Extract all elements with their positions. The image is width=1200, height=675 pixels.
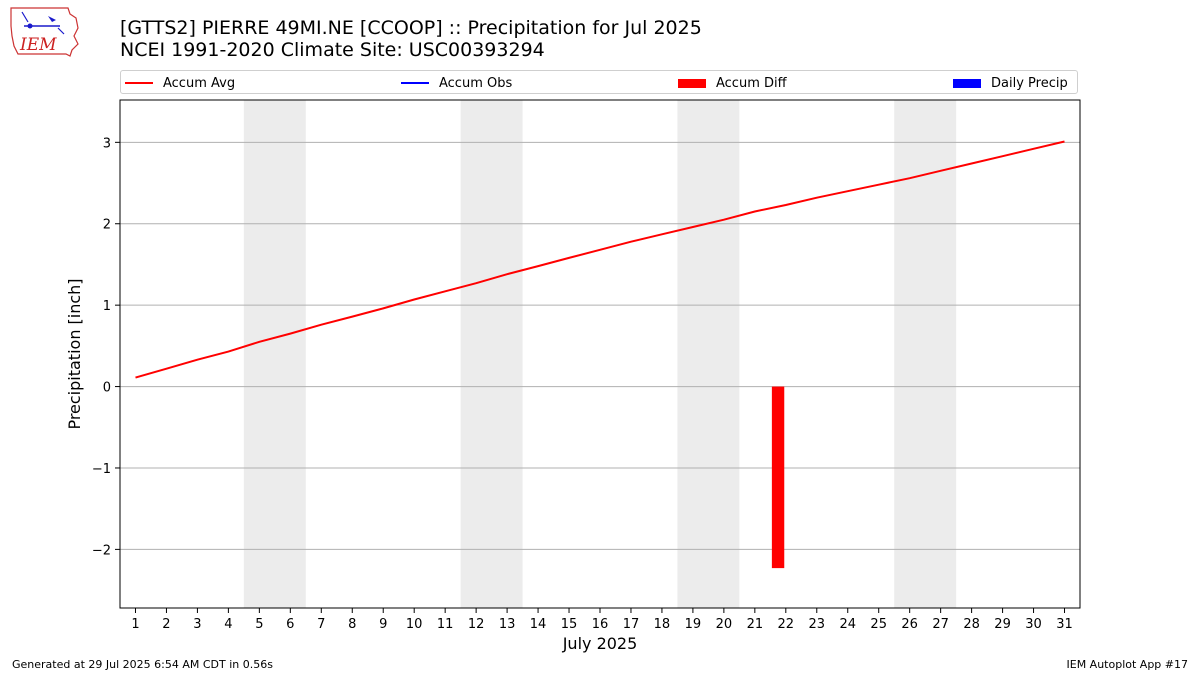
x-tick-label: 14	[530, 617, 547, 632]
x-tick-label: 22	[778, 617, 795, 632]
x-tick-label: 21	[747, 617, 764, 632]
chart-title: [GTTS2] PIERRE 49MI.NE [CCOOP] :: Precip…	[120, 17, 702, 61]
x-tick-label: 23	[809, 617, 826, 632]
accum-diff-bar	[771, 386, 785, 569]
legend-key-daily-precip	[953, 78, 981, 88]
x-tick-label: 5	[255, 617, 263, 632]
weekend-band	[460, 100, 523, 608]
legend-item-accum-diff: Accum Diff	[678, 74, 787, 92]
title-line-2: NCEI 1991-2020 Climate Site: USC00393294	[120, 39, 545, 61]
y-tick-label: 0	[103, 381, 111, 396]
legend-label: Accum Avg	[163, 75, 236, 91]
x-tick-label: 2	[162, 617, 170, 632]
x-tick-label: 13	[499, 617, 516, 632]
x-tick-label: 26	[901, 617, 918, 632]
x-tick-label: 18	[654, 617, 671, 632]
x-tick-label: 31	[1056, 617, 1073, 632]
weekend-band	[243, 100, 306, 608]
x-tick-label: 20	[716, 617, 733, 632]
legend-label: Accum Obs	[439, 75, 513, 91]
x-tick-label: 19	[685, 617, 702, 632]
x-tick-label: 11	[437, 617, 454, 632]
weekend-band	[677, 100, 740, 608]
x-tick-label: 10	[406, 617, 423, 632]
legend-item-daily-precip: Daily Precip	[953, 74, 1068, 92]
chart-legend: Accum Avg Accum Obs Accum Diff Daily Pre…	[120, 70, 1078, 94]
y-tick-label: 1	[103, 299, 111, 314]
x-tick-label: 30	[1025, 617, 1042, 632]
x-tick-label: 12	[468, 617, 485, 632]
legend-label: Daily Precip	[991, 75, 1068, 91]
legend-key-accum-avg	[125, 82, 153, 84]
y-tick-label: −2	[92, 543, 111, 558]
x-tick-label: 24	[839, 617, 856, 632]
legend-key-accum-diff	[678, 78, 706, 88]
y-tick-label: 2	[103, 218, 111, 233]
y-tick-label: 3	[103, 136, 111, 151]
generated-timestamp: Generated at 29 Jul 2025 6:54 AM CDT in …	[12, 658, 273, 671]
x-tick-label: 17	[623, 617, 640, 632]
x-tick-label: 25	[870, 617, 887, 632]
x-axis-label: July 2025	[562, 634, 638, 653]
weekend-band	[894, 100, 957, 608]
x-tick-label: 6	[286, 617, 294, 632]
x-tick-label: 15	[561, 617, 578, 632]
y-tick-label: −1	[92, 462, 111, 477]
legend-label: Accum Diff	[716, 75, 787, 91]
x-tick-label: 3	[193, 617, 201, 632]
x-tick-label: 28	[963, 617, 980, 632]
legend-key-accum-obs	[401, 82, 429, 84]
title-line-1: [GTTS2] PIERRE 49MI.NE [CCOOP] :: Precip…	[120, 17, 702, 39]
y-axis-label: Precipitation [inch]	[65, 278, 84, 429]
accum-avg-line	[135, 140, 1065, 379]
x-tick-label: 1	[131, 617, 139, 632]
x-tick-label: 7	[317, 617, 325, 632]
app-credit: IEM Autoplot App #17	[1066, 658, 1189, 671]
x-tick-label: 29	[994, 617, 1011, 632]
x-tick-label: 27	[932, 617, 949, 632]
x-tick-label: 9	[379, 617, 387, 632]
legend-item-accum-avg: Accum Avg	[125, 74, 235, 92]
iem-logo: IEM	[10, 7, 79, 57]
logo-text: IEM	[19, 35, 57, 55]
x-tick-label: 8	[348, 617, 356, 632]
legend-item-accum-obs: Accum Obs	[401, 74, 512, 92]
x-tick-label: 4	[224, 617, 232, 632]
x-tick-label: 16	[592, 617, 609, 632]
